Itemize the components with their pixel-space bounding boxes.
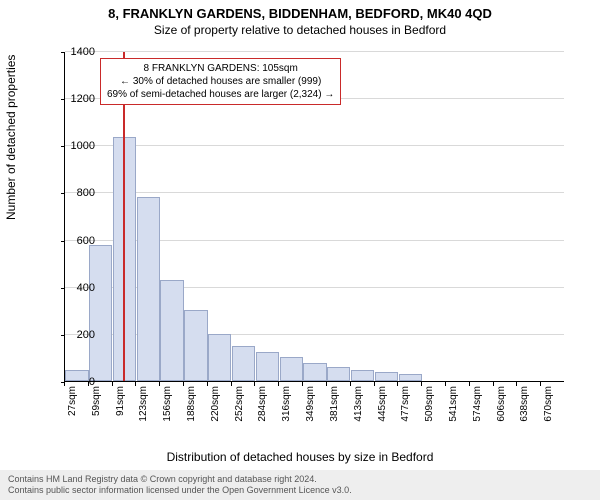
chart-area: 8 FRANKLYN GARDENS: 105sqm ← 30% of deta… (64, 52, 564, 410)
ytick-label: 800 (55, 187, 95, 199)
xtick-mark (254, 382, 255, 386)
page-title: 8, FRANKLYN GARDENS, BIDDENHAM, BEDFORD,… (0, 0, 600, 21)
histogram-bar (208, 334, 231, 381)
marker-annotation: 8 FRANKLYN GARDENS: 105sqm ← 30% of deta… (100, 58, 341, 105)
xtick-mark (326, 382, 327, 386)
xtick-label: 156sqm (162, 386, 173, 446)
xtick-label: 445sqm (377, 386, 388, 446)
xtick-label: 220sqm (210, 386, 221, 446)
histogram-bar (89, 245, 112, 381)
histogram-bar (303, 363, 326, 381)
xtick-label: 606sqm (496, 386, 507, 446)
ytick-label: 600 (55, 235, 95, 247)
xtick-mark (493, 382, 494, 386)
xtick-mark (421, 382, 422, 386)
gridline (65, 145, 564, 146)
xtick-label: 670sqm (543, 386, 554, 446)
xtick-mark (445, 382, 446, 386)
ytick-label: 0 (55, 376, 95, 388)
ytick-label: 1000 (55, 140, 95, 152)
xtick-label: 316sqm (281, 386, 292, 446)
xtick-mark (516, 382, 517, 386)
xtick-label: 638sqm (519, 386, 530, 446)
xtick-label: 509sqm (424, 386, 435, 446)
xtick-mark (278, 382, 279, 386)
page-subtitle: Size of property relative to detached ho… (0, 23, 600, 37)
xtick-mark (112, 382, 113, 386)
histogram-bar (375, 372, 398, 381)
xtick-mark (207, 382, 208, 386)
xtick-label: 381sqm (329, 386, 340, 446)
annotation-line: 69% of semi-detached houses are larger (… (107, 88, 334, 101)
xtick-mark (374, 382, 375, 386)
y-axis-label: Number of detached properties (4, 55, 18, 220)
annotation-line: ← 30% of detached houses are smaller (99… (107, 75, 334, 88)
footer-line: Contains public sector information licen… (8, 485, 592, 496)
xtick-label: 413sqm (353, 386, 364, 446)
histogram-bar (184, 310, 207, 381)
xtick-label: 284sqm (257, 386, 268, 446)
annotation-line: 8 FRANKLYN GARDENS: 105sqm (107, 62, 334, 75)
xtick-label: 188sqm (186, 386, 197, 446)
histogram-bar (327, 367, 350, 381)
xtick-mark (350, 382, 351, 386)
xtick-mark (159, 382, 160, 386)
xtick-label: 349sqm (305, 386, 316, 446)
xtick-label: 27sqm (67, 386, 78, 446)
gridline (65, 51, 564, 52)
ytick-label: 1400 (55, 46, 95, 58)
xtick-mark (135, 382, 136, 386)
xtick-mark (183, 382, 184, 386)
gridline (65, 192, 564, 193)
xtick-label: 574sqm (472, 386, 483, 446)
xtick-label: 91sqm (115, 386, 126, 446)
histogram-bar (399, 374, 422, 381)
xtick-mark (469, 382, 470, 386)
x-axis-label: Distribution of detached houses by size … (0, 450, 600, 464)
histogram-bar (232, 346, 255, 381)
xtick-label: 59sqm (91, 386, 102, 446)
histogram-bar (351, 370, 374, 381)
xtick-mark (302, 382, 303, 386)
footer: Contains HM Land Registry data © Crown c… (0, 470, 600, 500)
xtick-label: 252sqm (234, 386, 245, 446)
ytick-label: 200 (55, 329, 95, 341)
histogram-bar (137, 197, 160, 381)
histogram-bar (280, 357, 303, 381)
xtick-mark (540, 382, 541, 386)
histogram-bar (256, 352, 279, 381)
ytick-label: 1200 (55, 93, 95, 105)
histogram-bar (160, 280, 183, 381)
xtick-label: 123sqm (138, 386, 149, 446)
xtick-label: 477sqm (400, 386, 411, 446)
xtick-mark (231, 382, 232, 386)
footer-line: Contains HM Land Registry data © Crown c… (8, 474, 592, 485)
ytick-label: 400 (55, 282, 95, 294)
xtick-mark (397, 382, 398, 386)
xtick-label: 541sqm (448, 386, 459, 446)
